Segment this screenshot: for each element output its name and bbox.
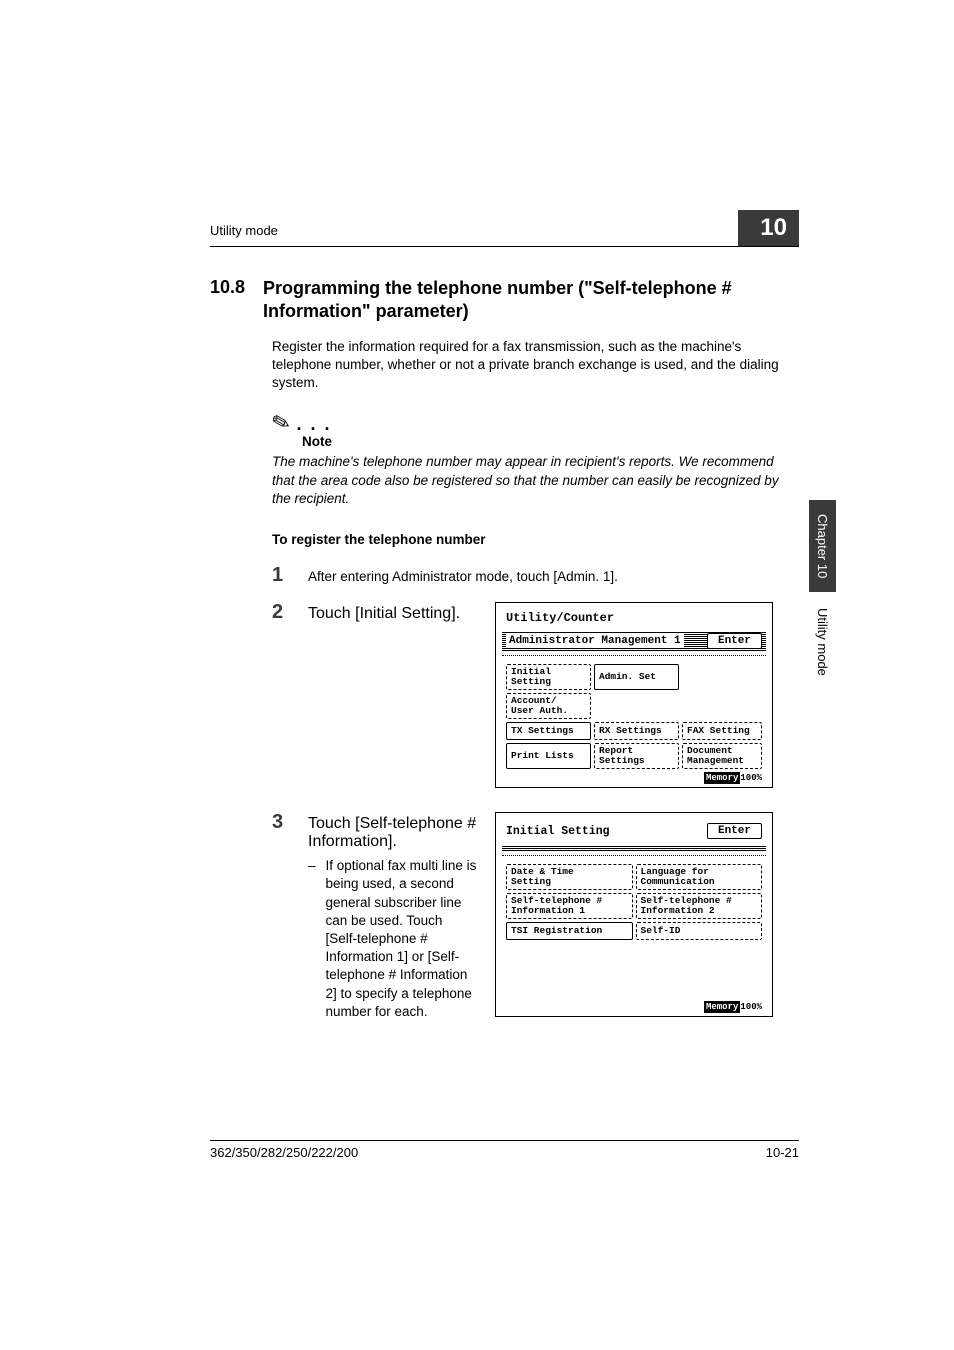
print-lists-button[interactable]: Print Lists (506, 743, 591, 769)
rx-settings-button[interactable]: RX Settings (594, 722, 679, 740)
memory-indicator: Memory100% (506, 773, 762, 783)
section-title: Programming the telephone number ("Self-… (263, 277, 799, 324)
section-number: 10.8 (210, 277, 245, 324)
initial-setting-button[interactable]: InitialSetting (506, 664, 591, 690)
self-id-button[interactable]: Self-ID (636, 922, 763, 940)
footer-model: 362/350/282/250/222/200 (210, 1145, 358, 1160)
side-tab: Chapter 10 Utility mode (809, 500, 836, 682)
procedure-heading: To register the telephone number (272, 532, 799, 547)
admin-set-button[interactable]: Admin. Set (594, 664, 679, 690)
step-text: Touch [Initial Setting]. (308, 602, 477, 623)
intro-paragraph: Register the information required for a … (272, 338, 799, 393)
memory-indicator: Memory100% (506, 1002, 762, 1012)
tx-settings-button[interactable]: TX Settings (506, 722, 591, 740)
lcd-screenshot-admin: Utility/Counter Administrator Management… (495, 602, 773, 788)
step-text: Touch [Self-telephone # Information]. (308, 815, 477, 851)
bullet-dash: – (308, 857, 316, 1021)
date-time-button[interactable]: Date & TimeSetting (506, 864, 633, 890)
language-comm-button[interactable]: Language forCommunication (636, 864, 763, 890)
step-text: After entering Administrator mode, touch… (308, 565, 799, 586)
screen-title: Utility/Counter (506, 611, 762, 625)
report-settings-button[interactable]: ReportSettings (594, 743, 679, 769)
footer-page: 10-21 (766, 1145, 799, 1160)
step-subtext: If optional fax multi line is being used… (326, 857, 477, 1021)
note-dots: . . . (296, 414, 331, 435)
self-tel-2-button[interactable]: Self-telephone #Information 2 (636, 893, 763, 919)
account-auth-button[interactable]: Account/User Auth. (506, 693, 591, 719)
step-number: 1 (272, 565, 290, 586)
screen-subtitle: Initial Setting (506, 825, 610, 838)
step-number: 2 (272, 602, 290, 623)
note-icon: ✎ (269, 408, 294, 438)
note-label: Note (302, 434, 799, 449)
screen-subtitle: Administrator Management 1 (506, 634, 684, 648)
fax-setting-button[interactable]: FAX Setting (682, 722, 762, 740)
chapter-number-badge: 10 (738, 210, 799, 246)
tsi-registration-button[interactable]: TSI Registration (506, 922, 633, 940)
step-2: 2 Touch [Initial Setting]. Utility/Count… (272, 602, 799, 788)
side-mode-label: Utility mode (813, 602, 832, 682)
lcd-screenshot-initial: Initial Setting Enter Date & TimeSetting… (495, 812, 773, 1017)
header-mode: Utility mode (210, 223, 278, 238)
step-1: 1 After entering Administrator mode, tou… (272, 565, 799, 586)
step-number: 3 (272, 812, 290, 1021)
self-tel-1-button[interactable]: Self-telephone #Information 1 (506, 893, 633, 919)
enter-button[interactable]: Enter (707, 823, 762, 839)
doc-mgmt-button[interactable]: DocumentManagement (682, 743, 762, 769)
side-chapter-label: Chapter 10 (809, 500, 836, 592)
note-block: ✎ . . . Note The machine's telephone num… (272, 410, 799, 508)
step-3: 3 Touch [Self-telephone # Information]. … (272, 812, 799, 1021)
note-body: The machine's telephone number may appea… (272, 453, 799, 508)
enter-button[interactable]: Enter (707, 633, 762, 649)
